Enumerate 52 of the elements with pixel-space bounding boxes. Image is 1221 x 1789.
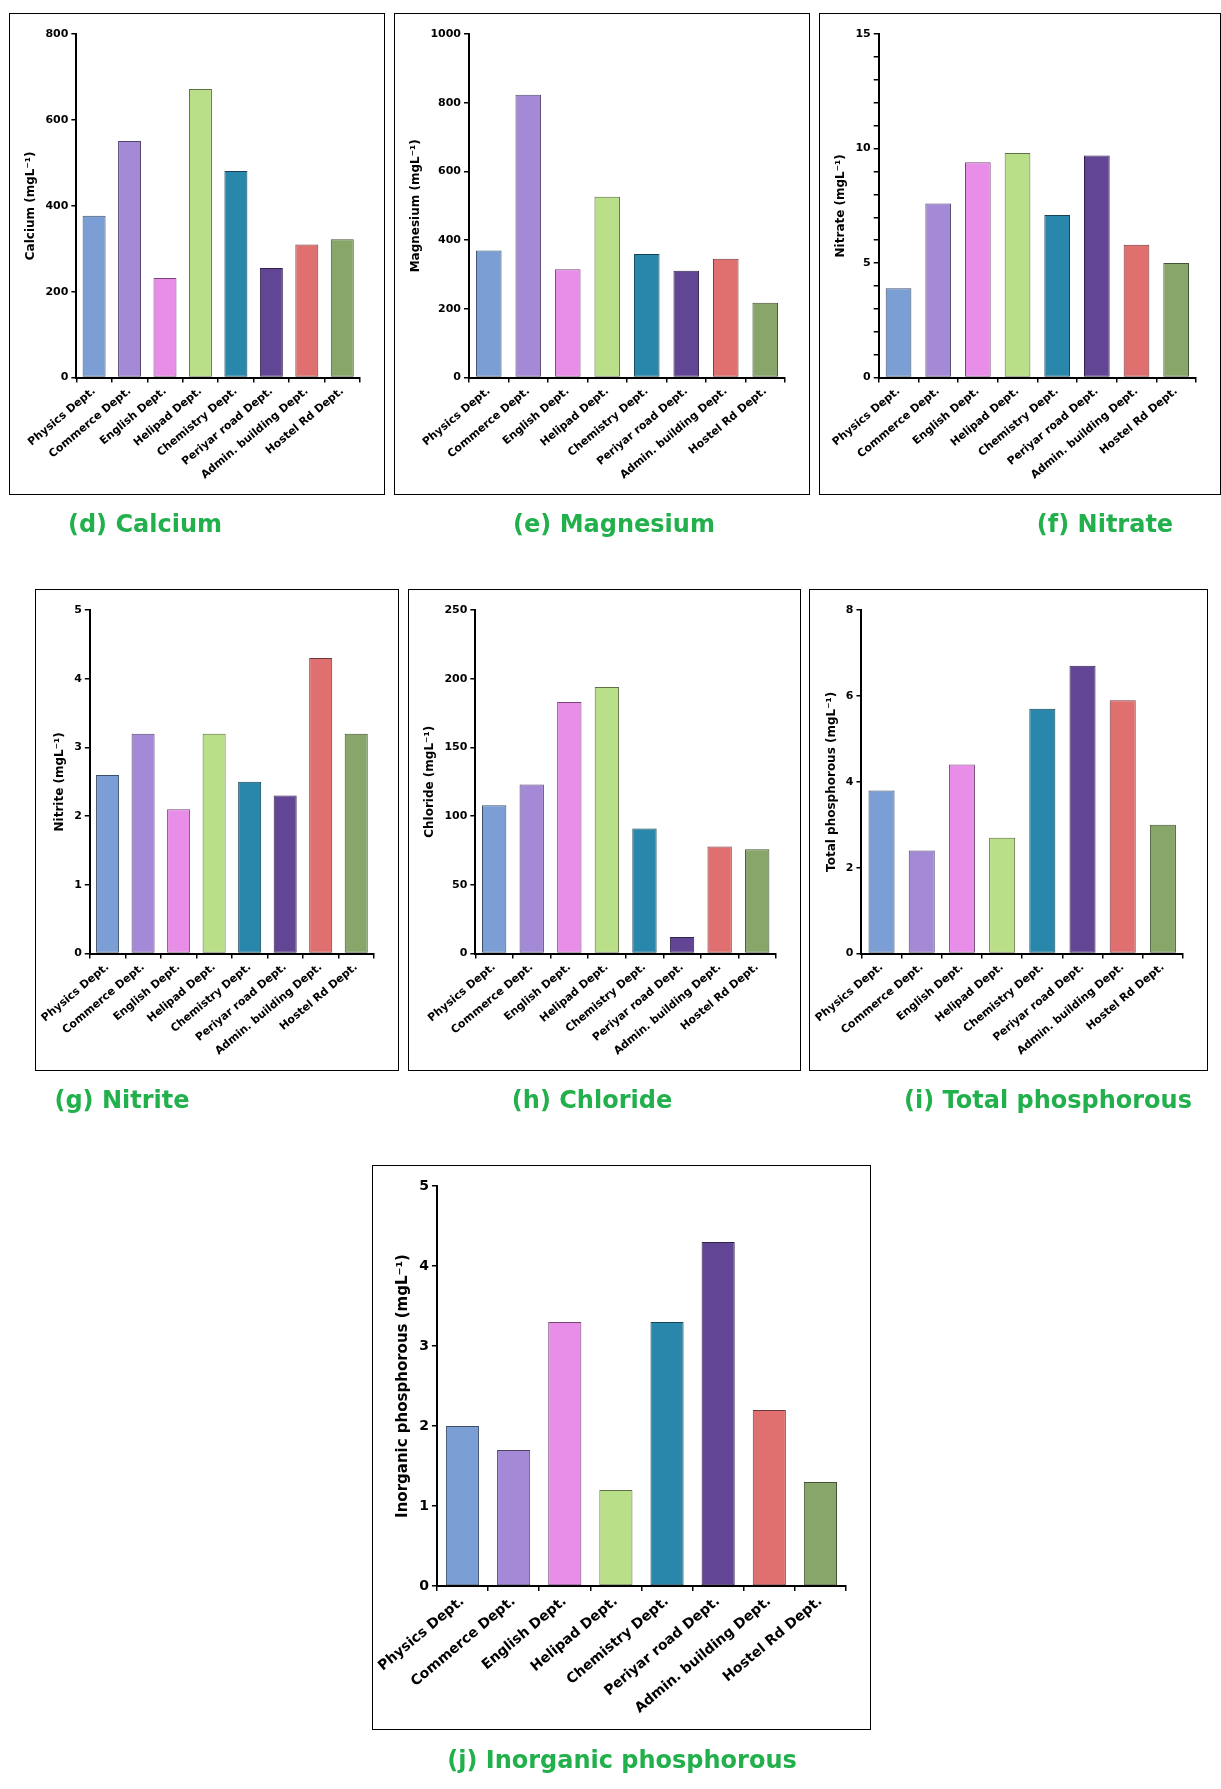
text: (i) Total phosphorous: [904, 1086, 1192, 1114]
y-tick-label: 5: [419, 1176, 429, 1193]
y-tick-label: 1: [74, 877, 82, 891]
text: (g) Nitrite: [54, 1086, 190, 1114]
y-tick-label: 150: [444, 740, 468, 754]
y-tick-label: 6: [845, 688, 854, 702]
y-tick-label: 200: [45, 284, 69, 298]
y-axis-title: Chloride (mgL⁻¹): [422, 725, 437, 838]
y-tick-label: 1: [419, 1496, 429, 1513]
y-tick-label: 10: [855, 141, 872, 155]
y-axis-title: Magnesium (mgL⁻¹): [408, 139, 423, 273]
y-tick-label: 1000: [430, 26, 462, 40]
y-axis-title: Nitrite (mgL⁻¹): [52, 732, 67, 832]
y-tick-label: 0: [74, 946, 83, 960]
y-tick-label: 4: [74, 671, 83, 685]
y-axis-title: Nitrate (mgL⁻¹): [833, 154, 848, 258]
y-tick-label: 0: [453, 370, 462, 384]
y-tick-label: 3: [419, 1336, 429, 1353]
y-tick-label: 2: [419, 1416, 429, 1433]
y-axis-title: Total phosphorous (mgL⁻¹): [823, 691, 838, 872]
y-tick-label: 0: [863, 370, 872, 384]
y-tick-label: 0: [60, 370, 69, 384]
y-tick-label: 4: [419, 1256, 430, 1273]
y-tick-label: 5: [863, 255, 871, 269]
y-axis-title: Inorganic phosphorous (mgL⁻¹): [393, 1254, 412, 1518]
y-tick-label: 3: [74, 740, 82, 754]
text: (d) Calcium: [67, 510, 223, 538]
y-tick-label: 2: [74, 809, 82, 823]
text: (h) Chloride: [511, 1086, 673, 1114]
y-tick-label: 0: [845, 946, 854, 960]
y-tick-label: 15: [855, 26, 871, 40]
y-tick-label: 800: [45, 26, 69, 40]
y-axis-title: Calcium (mgL⁻¹): [23, 151, 38, 261]
y-tick-label: 2: [845, 860, 854, 874]
y-tick-label: 400: [45, 198, 69, 212]
text: (f) Nitrate: [1036, 510, 1174, 538]
y-tick-label: 100: [444, 809, 468, 823]
y-tick-label: 600: [45, 112, 69, 126]
y-tick-label: 600: [438, 164, 462, 178]
y-tick-label: 4: [845, 774, 854, 788]
y-tick-label: 50: [452, 877, 468, 891]
y-tick-label: 400: [438, 233, 462, 247]
y-tick-label: 0: [459, 946, 468, 960]
text: (e) Magnesium: [513, 510, 715, 538]
y-tick-label: 250: [444, 602, 468, 616]
y-tick-label: 5: [74, 602, 82, 616]
y-tick-label: 200: [438, 301, 462, 315]
y-tick-label: 0: [419, 1576, 430, 1593]
y-tick-label: 200: [444, 671, 468, 685]
y-tick-label: 800: [438, 95, 462, 109]
y-tick-label: 8: [845, 602, 854, 616]
text: (j) Inorganic phosphorous: [447, 1746, 797, 1774]
